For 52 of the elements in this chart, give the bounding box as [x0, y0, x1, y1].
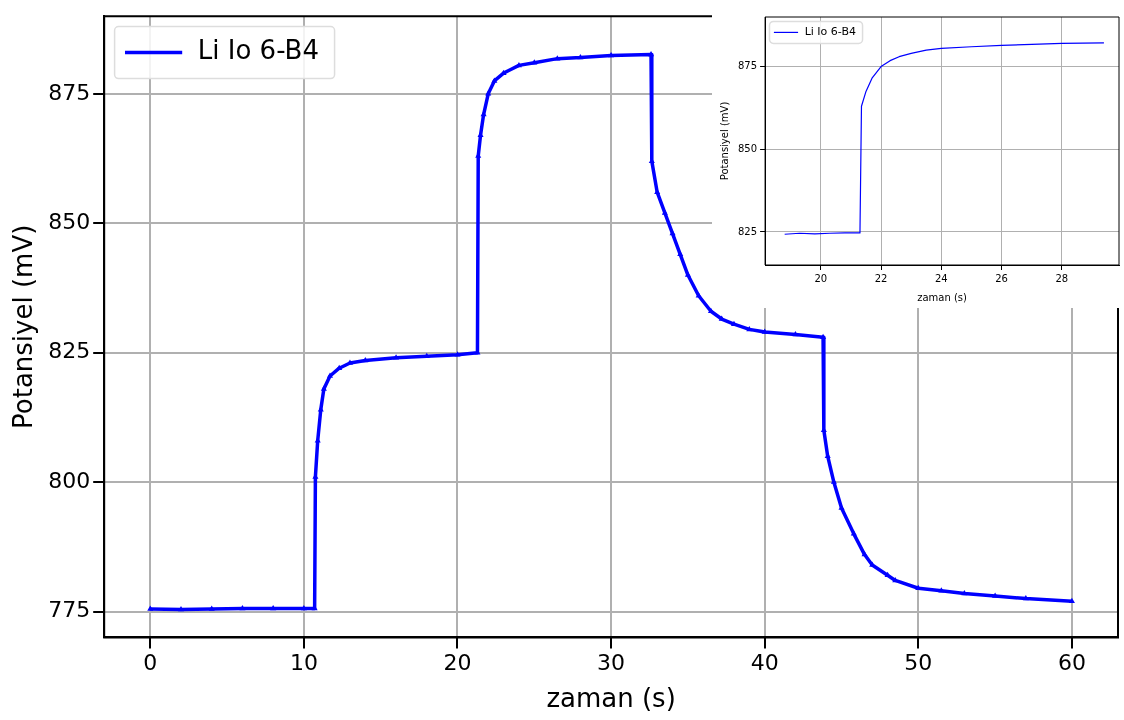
legend-label: Li Io 6-B4	[804, 25, 856, 39]
point	[684, 271, 691, 277]
x-tick-label: 60	[1057, 650, 1086, 676]
point	[761, 328, 768, 334]
legend-label: Li Io 6-B4	[197, 35, 319, 66]
x-tick-label: 20	[443, 650, 472, 676]
point	[326, 372, 334, 378]
point	[485, 90, 492, 96]
point	[393, 354, 400, 360]
x-axis-title: zaman (s)	[546, 683, 676, 714]
y-tick-label: 875	[48, 79, 91, 105]
y-tick-label: 825	[48, 338, 91, 364]
y-tick-label: 875	[737, 60, 758, 72]
point	[362, 356, 369, 363]
x-tick-label: 50	[904, 650, 933, 676]
x-tick-label: 26	[995, 272, 1008, 284]
x-tick-label: 22	[874, 272, 888, 284]
y-axis-title: Potansiyel (mV)	[8, 224, 39, 429]
point	[320, 385, 327, 391]
x-tick-label: 24	[934, 272, 948, 284]
point	[838, 504, 845, 510]
point	[1068, 597, 1075, 603]
point	[531, 59, 538, 65]
x-tick-label: 20	[814, 272, 828, 284]
point	[820, 333, 827, 339]
point	[707, 307, 714, 314]
point	[850, 530, 857, 536]
point	[961, 589, 968, 596]
point	[300, 604, 307, 611]
x-tick-label: 10	[289, 650, 318, 676]
point	[677, 250, 684, 257]
y-tick-label: 850	[737, 142, 758, 154]
x-axis-title: zaman (s)	[917, 291, 968, 303]
point	[938, 587, 945, 593]
y-tick-label: 850	[48, 208, 91, 234]
x-tick-label: 40	[750, 650, 779, 676]
point	[147, 605, 154, 611]
x-tick-label: 0	[143, 650, 158, 676]
point	[746, 325, 753, 332]
point	[454, 351, 461, 357]
point	[336, 364, 343, 370]
y-tick-label: 775	[48, 597, 91, 623]
y-axis-title: Potansiyel (mV)	[718, 101, 730, 181]
point	[500, 69, 507, 75]
point	[884, 571, 891, 578]
y-tick-label: 825	[737, 225, 758, 237]
y-tick-label: 800	[48, 467, 91, 493]
point	[208, 605, 215, 611]
x-tick-label: 30	[597, 650, 626, 676]
point	[491, 77, 498, 83]
x-tick-label: 28	[1055, 272, 1069, 284]
point	[661, 209, 668, 215]
